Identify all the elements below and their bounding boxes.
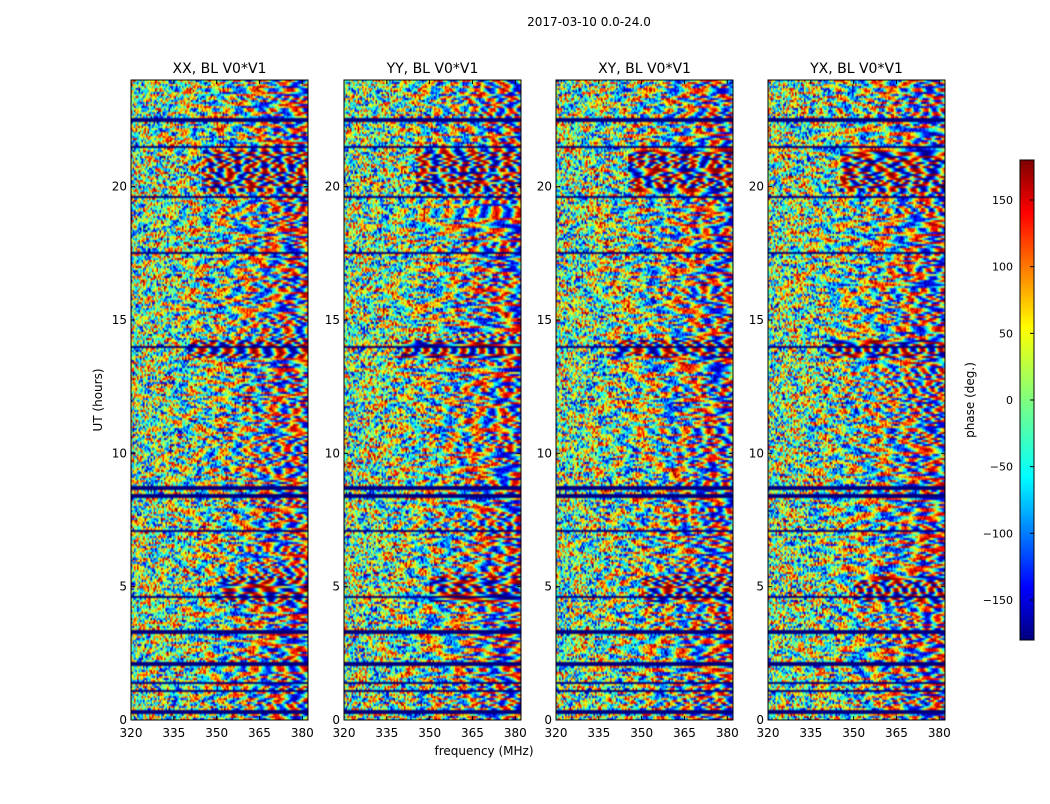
phase-heatmap-yx bbox=[768, 80, 945, 720]
y-tick-label: 10 bbox=[325, 446, 340, 460]
x-tick-label: 380 bbox=[716, 726, 739, 740]
y-tick-label: 5 bbox=[119, 580, 127, 594]
y-tick-label: 15 bbox=[112, 313, 127, 327]
x-tick-label: 335 bbox=[587, 726, 610, 740]
x-tick-label: 365 bbox=[461, 726, 484, 740]
phase-heatmap-xy bbox=[556, 80, 733, 720]
panel-title: XX, BL V0*V1 bbox=[173, 61, 267, 77]
panel-yy: YY, BL V0*V1 320 335 350 365 380 0 5 10 15 20 bbox=[325, 61, 527, 740]
x-tick-label: 380 bbox=[504, 726, 527, 740]
y-tick-label: 0 bbox=[119, 713, 127, 727]
y-tick-label: 5 bbox=[756, 580, 764, 594]
panel-frame bbox=[130, 79, 309, 721]
y-tick-label: 5 bbox=[332, 580, 340, 594]
x-tick-label: 320 bbox=[757, 726, 780, 740]
colorbar-tick-label: −150 bbox=[983, 594, 1013, 607]
y-tick-label: 15 bbox=[749, 313, 764, 327]
phase-heatmap-xx bbox=[131, 80, 308, 720]
panel-xx: XX, BL V0*V1 320 335 350 365 380 0 5 10 15 20 bbox=[112, 61, 314, 740]
y-tick-label: 10 bbox=[749, 446, 764, 460]
y-tick-label: 15 bbox=[325, 313, 340, 327]
x-tick-label: 350 bbox=[418, 726, 441, 740]
colorbar-ticks: 150 100 50 0 −50 −100 −150 bbox=[983, 194, 1034, 607]
y-tick-label: 15 bbox=[537, 313, 552, 327]
y-tick-label: 0 bbox=[544, 713, 552, 727]
colorbar-label: phase (deg.) bbox=[963, 362, 977, 438]
y-axis-label: UT (hours) bbox=[91, 368, 105, 431]
panel-title: YY, BL V0*V1 bbox=[386, 61, 479, 77]
y-tick-label: 20 bbox=[112, 180, 127, 194]
y-tick-label: 20 bbox=[325, 180, 340, 194]
colorbar-tick-label: −50 bbox=[990, 461, 1013, 474]
colorbar-tick-label: 50 bbox=[999, 327, 1013, 340]
x-tick-label: 335 bbox=[375, 726, 398, 740]
panel-frame bbox=[343, 79, 522, 721]
y-tick-label: 0 bbox=[756, 713, 764, 727]
y-tick-label: 10 bbox=[537, 446, 552, 460]
x-tick-label: 365 bbox=[885, 726, 908, 740]
panel-xy: XY, BL V0*V1 320 335 350 365 380 0 5 10 15 20 bbox=[537, 61, 739, 740]
x-tick-label: 380 bbox=[291, 726, 314, 740]
x-tick-label: 335 bbox=[799, 726, 822, 740]
colorbar-tick-label: 150 bbox=[992, 194, 1013, 207]
x-tick-label: 380 bbox=[928, 726, 951, 740]
phase-heatmap-yy bbox=[344, 80, 521, 720]
x-tick-label: 365 bbox=[248, 726, 271, 740]
colorbar-tick-label: −100 bbox=[983, 527, 1013, 540]
x-tick-label: 365 bbox=[673, 726, 696, 740]
x-tick-label: 320 bbox=[120, 726, 143, 740]
y-tick-label: 20 bbox=[537, 180, 552, 194]
y-tick-label: 5 bbox=[544, 580, 552, 594]
panel-frame bbox=[555, 79, 734, 721]
colorbar-tick-label: 100 bbox=[992, 261, 1013, 274]
y-tick-label: 10 bbox=[112, 446, 127, 460]
x-tick-label: 350 bbox=[630, 726, 653, 740]
panel-title: XY, BL V0*V1 bbox=[598, 61, 691, 77]
y-tick-label: 20 bbox=[749, 180, 764, 194]
x-tick-label: 350 bbox=[205, 726, 228, 740]
colorbar: 150 100 50 0 −50 −100 −150 phase (deg.) bbox=[963, 159, 1035, 641]
panel-yx: YX, BL V0*V1 320 335 350 365 380 0 5 10 15 20 bbox=[749, 61, 951, 740]
panel-title: YX, BL V0*V1 bbox=[809, 61, 903, 77]
y-tick-label: 0 bbox=[332, 713, 340, 727]
x-tick-label: 320 bbox=[545, 726, 568, 740]
x-tick-label: 335 bbox=[162, 726, 185, 740]
x-axis-label: frequency (MHz) bbox=[434, 744, 533, 758]
panel-frame bbox=[767, 79, 946, 721]
colorbar-tick-label: 0 bbox=[1006, 394, 1013, 407]
x-tick-label: 320 bbox=[333, 726, 356, 740]
figure-title: 2017-03-10 0.0-24.0 bbox=[527, 15, 651, 29]
x-tick-label: 350 bbox=[842, 726, 865, 740]
